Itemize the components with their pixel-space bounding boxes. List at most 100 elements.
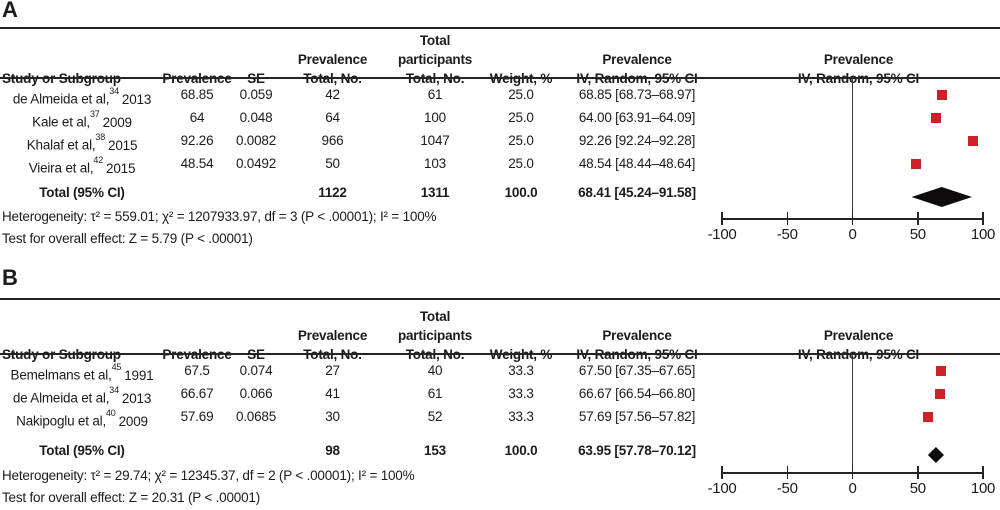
total-prev-total: 1122 xyxy=(318,185,347,200)
x-axis-tick xyxy=(917,212,919,225)
col-header-se: SE xyxy=(232,31,280,88)
participants-value: 100 xyxy=(424,110,446,125)
prev-total-value: 41 xyxy=(325,386,340,401)
table-row: Nakipoglu et al,402009 57.69 0.0685 30 5… xyxy=(0,406,1000,429)
prevalence-value: 64 xyxy=(189,110,205,125)
col-header-se: SE xyxy=(232,307,280,364)
study-marker xyxy=(922,412,933,422)
study-name: de Almeida et al,342013 xyxy=(12,86,152,107)
summary-diamond xyxy=(927,447,944,463)
ci-text: 48.54 [48.44–48.64] xyxy=(578,156,696,171)
table-row: Khalaf et al,382015 92.26 0.0082 966 104… xyxy=(0,130,1000,153)
prevalence-value: 68.85 xyxy=(180,87,214,102)
total-row: Total (95% CI) 98 153 100.0 63.95 [57.78… xyxy=(0,440,1000,462)
col-header-participants: Total participantsTotal, No. xyxy=(397,33,473,86)
study-name: Bemelmans et al,451991 xyxy=(10,362,154,383)
x-axis-tick xyxy=(786,212,788,225)
summary-diamond xyxy=(911,187,972,207)
x-axis-tick-label: 50 xyxy=(909,226,926,243)
table-row: Vieira et al,422015 48.54 0.0492 50 103 … xyxy=(0,153,1000,176)
x-axis-tick-label: -50 xyxy=(776,226,798,243)
participants-value: 61 xyxy=(427,386,443,401)
prevalence-value: 92.26 xyxy=(180,133,214,148)
ci-text: 66.67 [66.54–66.80] xyxy=(578,386,696,401)
participants-value: 61 xyxy=(427,87,443,102)
reference-superscript: 42 xyxy=(93,155,104,165)
overall-effect-note: Test for overall effect: Z = 5.79 (P < .… xyxy=(2,231,253,246)
prev-total-value: 27 xyxy=(325,363,340,378)
reference-superscript: 40 xyxy=(106,408,116,418)
total-ci-text: 68.41 [45.24–91.58] xyxy=(578,185,696,200)
header-rule xyxy=(0,77,1000,79)
reference-superscript: 38 xyxy=(95,132,106,142)
x-axis-tick-label: -50 xyxy=(776,480,798,497)
panel-a-label: A xyxy=(2,0,18,22)
total-label: Total (95% CI) xyxy=(39,185,125,200)
study-marker xyxy=(910,159,921,169)
zero-reference-line xyxy=(851,355,854,472)
heterogeneity-note: Heterogeneity: τ² = 559.01; χ² = 1207933… xyxy=(2,209,437,224)
study-marker xyxy=(934,389,945,399)
total-row: Total (95% CI) 1122 1311 100.0 68.41 [45… xyxy=(0,182,1000,204)
x-axis-tick xyxy=(917,466,919,479)
total-participants: 1311 xyxy=(420,185,450,200)
heterogeneity-note: Heterogeneity: τ² = 29.74; χ² = 12345.37… xyxy=(2,468,415,483)
weight-value: 25.0 xyxy=(508,156,534,171)
prevalence-value: 48.54 xyxy=(180,156,214,171)
col-header-prevalence: Prevalence xyxy=(162,31,232,88)
study-name: Khalaf et al,382015 xyxy=(26,132,138,153)
prev-total-value: 50 xyxy=(325,156,340,171)
col-header-prevalence: Prevalence xyxy=(162,307,232,364)
table-row: Bemelmans et al,451991 67.5 0.074 27 40 … xyxy=(0,360,1000,383)
study-marker xyxy=(935,366,946,376)
panel-b-label: B xyxy=(2,265,18,290)
x-axis-tick-label: 100 xyxy=(970,226,996,243)
total-label: Total (95% CI) xyxy=(39,443,125,458)
participants-value: 103 xyxy=(424,156,446,171)
x-axis-tick-label: 100 xyxy=(970,480,996,497)
se-value: 0.0082 xyxy=(235,133,277,148)
header-rule xyxy=(0,353,1000,355)
x-axis-tick-label: 50 xyxy=(909,480,926,497)
panel-b: B Study or Subgroup Prevalence SE Preval… xyxy=(0,265,1000,510)
x-axis-tick xyxy=(851,212,854,225)
study-name: Vieira et al,422015 xyxy=(28,155,136,176)
top-rule xyxy=(0,27,1000,29)
se-value: 0.0492 xyxy=(235,156,277,171)
study-marker xyxy=(937,90,948,100)
total-weight: 100.0 xyxy=(504,185,538,200)
study-name: de Almeida et al,342013 xyxy=(12,385,152,406)
se-value: 0.059 xyxy=(239,87,273,102)
se-value: 0.048 xyxy=(239,110,273,125)
se-value: 0.074 xyxy=(239,363,273,378)
study-marker xyxy=(931,113,942,123)
participants-value: 40 xyxy=(427,363,443,378)
col-header-study: Study or Subgroup xyxy=(0,31,162,88)
panel-a: A Study or Subgroup Prevalence SE Preval… xyxy=(0,0,1000,268)
total-participants: 153 xyxy=(424,443,446,458)
x-axis-tick xyxy=(721,212,723,225)
x-axis-tick xyxy=(982,212,984,225)
zero-reference-line xyxy=(851,79,854,218)
ci-text: 67.50 [67.35–67.65] xyxy=(578,363,696,378)
ci-text: 92.26 [92.24–92.28] xyxy=(578,133,696,148)
total-ci-text: 63.95 [57.78–70.12] xyxy=(578,443,696,458)
weight-value: 33.3 xyxy=(508,363,534,378)
total-prev-total: 98 xyxy=(325,443,340,458)
forest-plot-panel-a: -100 -50 0 50 100 xyxy=(708,0,1000,268)
col-header-ci: PrevalenceIV, Random, 95% CI xyxy=(576,52,697,86)
ci-text: 64.00 [63.91–64.09] xyxy=(578,110,696,125)
reference-superscript: 37 xyxy=(89,109,100,119)
study-name: Nakipoglu et al,402009 xyxy=(16,408,148,429)
overall-effect-note: Test for overall effect: Z = 20.31 (P < … xyxy=(2,490,261,505)
col-header-ci: PrevalenceIV, Random, 95% CI xyxy=(576,328,697,362)
participants-value: 1047 xyxy=(420,133,450,148)
reference-superscript: 34 xyxy=(109,86,119,96)
x-axis-tick xyxy=(786,466,788,479)
prev-total-value: 42 xyxy=(325,87,340,102)
forest-plot-panel-b: -100 -50 0 50 100 xyxy=(708,268,1000,510)
x-axis-tick xyxy=(851,466,854,479)
participants-value: 52 xyxy=(427,409,443,424)
